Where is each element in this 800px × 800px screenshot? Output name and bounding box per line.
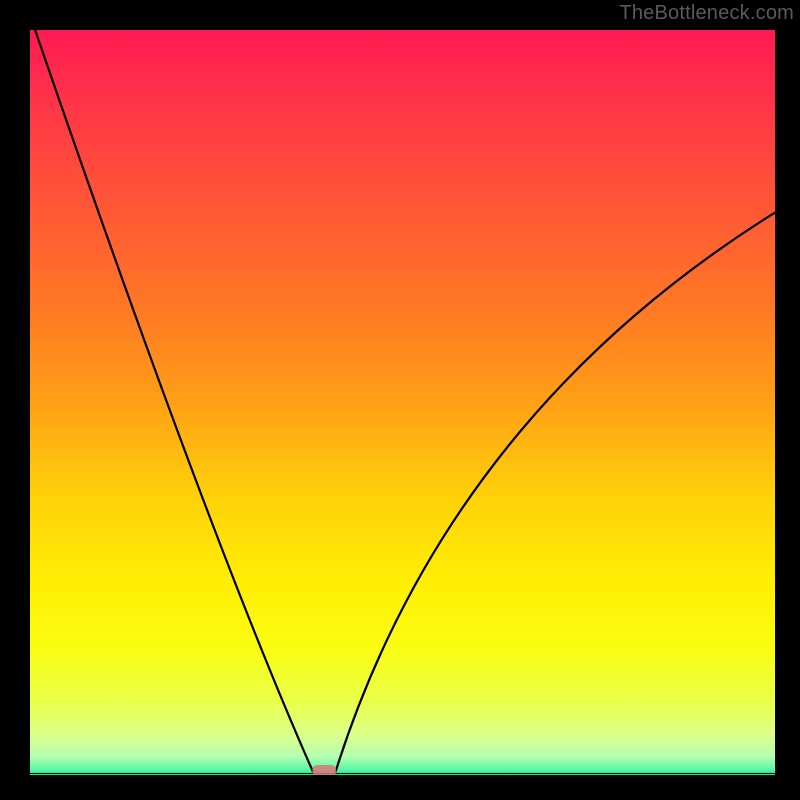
v-curve: [30, 30, 775, 775]
chart-container: { "watermark": { "text": "TheBottleneck.…: [0, 0, 800, 800]
plot-area: [30, 30, 775, 775]
watermark-text: TheBottleneck.com: [619, 2, 794, 25]
curve-right-branch: [335, 213, 775, 772]
curve-left-branch: [30, 30, 313, 772]
minimum-marker: [312, 765, 336, 775]
